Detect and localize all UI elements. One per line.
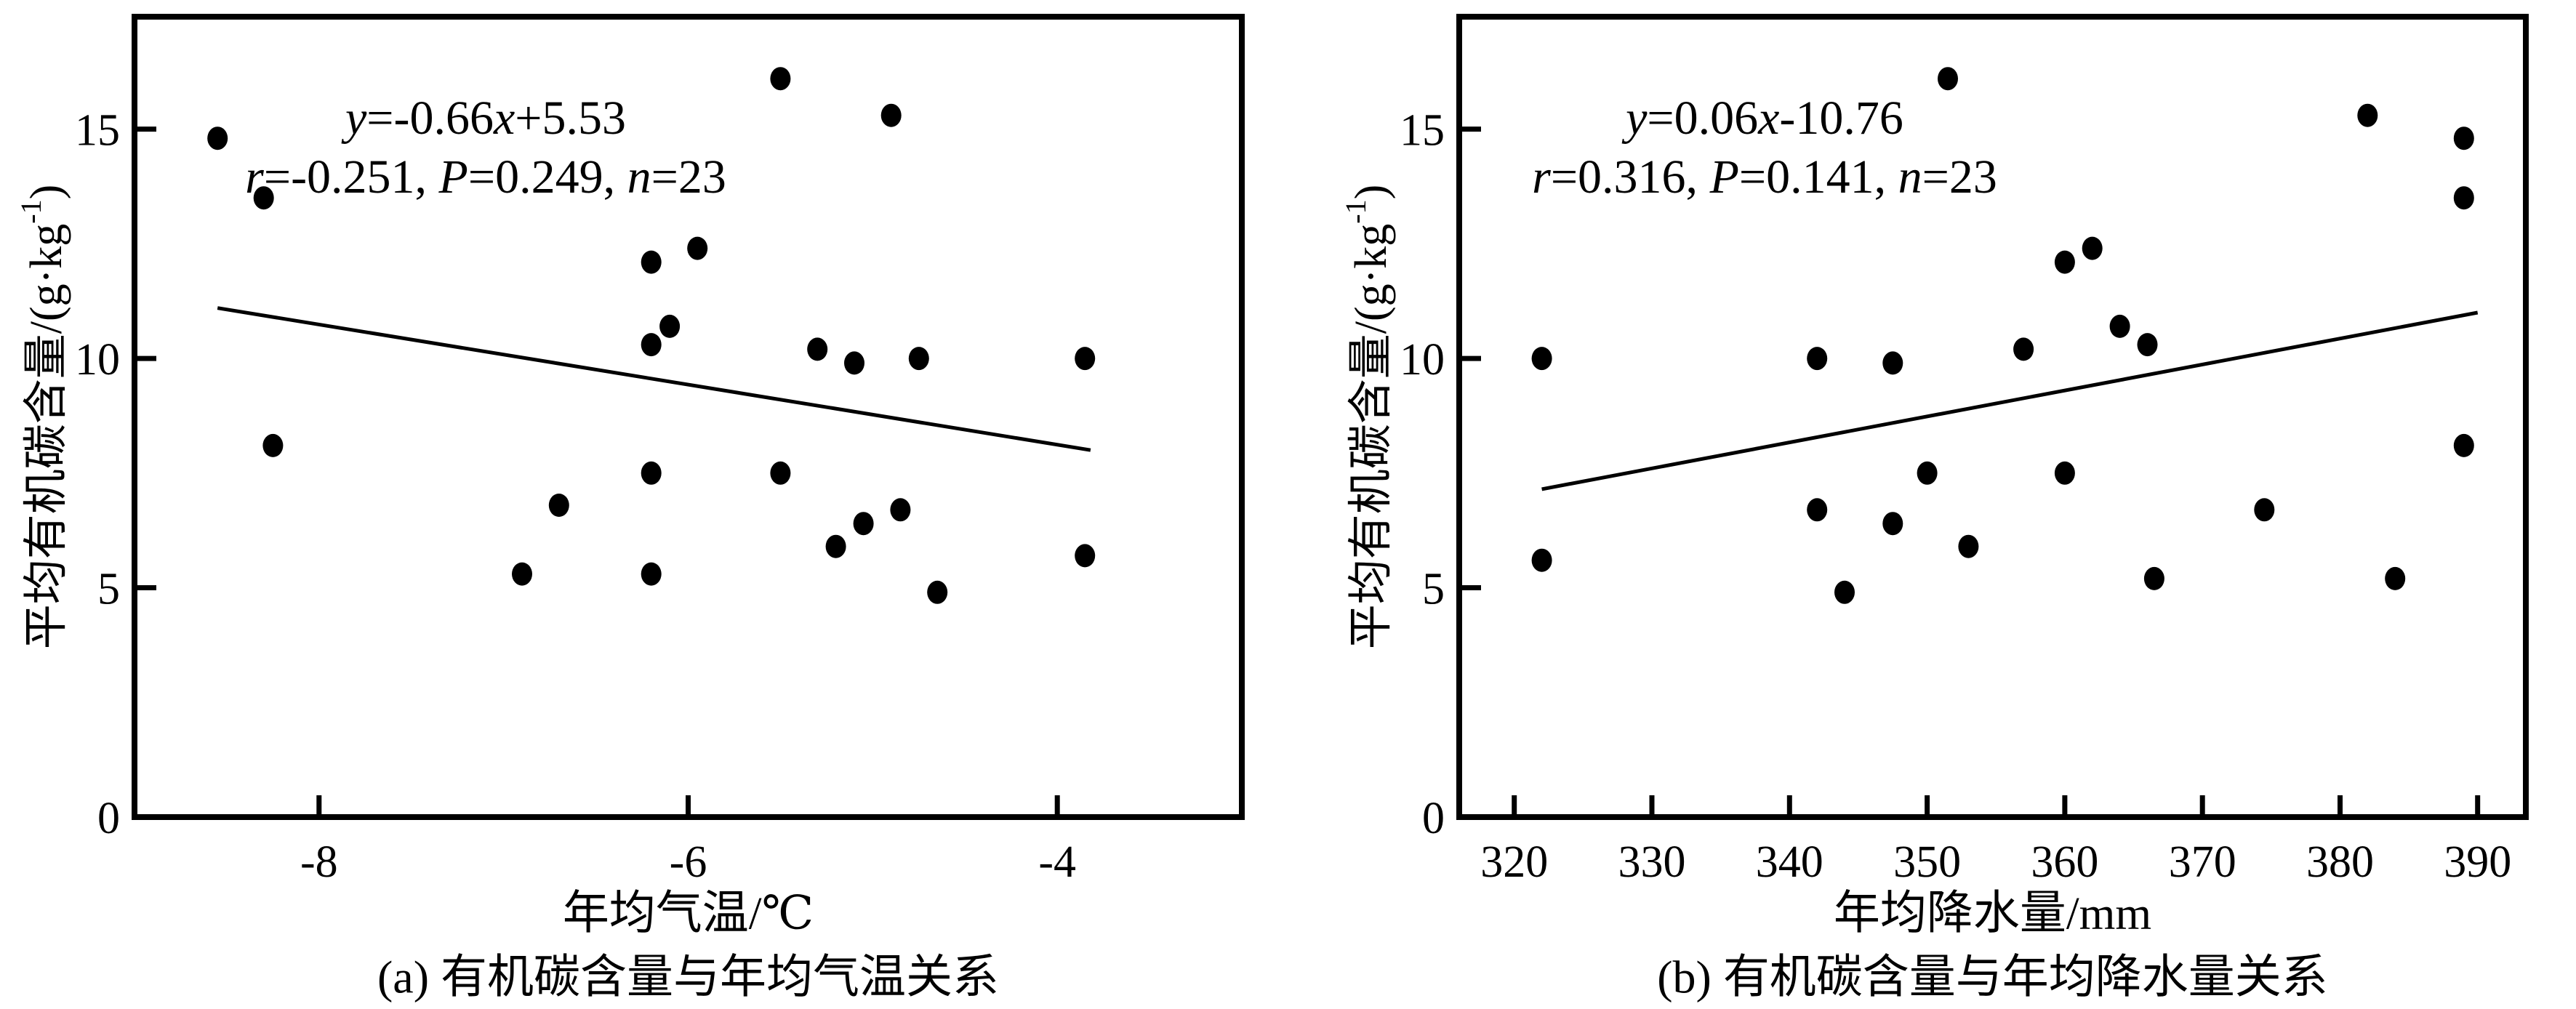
x-tick-label: 360 [2031,837,2098,887]
data-point [770,67,791,91]
x-tick-label: -6 [670,837,707,887]
scatter-panel-b: 320 330 340 350 360 370 380 390 0 5 10 15 y=0.06x-10… [1339,14,2529,1003]
data-point [770,461,791,485]
x-tick-label: 380 [2306,837,2374,887]
x-axis-title: 年均降水量/mm [1834,888,2151,939]
data-point [2385,566,2406,590]
data-point [2453,186,2474,210]
regression-equation: y=0.06x-10.76 [1621,92,1903,145]
data-point [207,126,228,150]
data-point [2054,461,2075,485]
data-point [880,103,902,127]
y-axis-title: 平均有机碳含量/(g·kg-1) [1339,185,1397,650]
x-axis-title: 年均气温/℃ [563,888,814,939]
data-point [641,461,662,485]
data-point [2137,333,2158,357]
trendline [217,306,1091,452]
data-point [253,186,274,210]
y-tick-label: 5 [97,565,120,614]
data-point [890,498,911,522]
data-point [2013,337,2034,361]
data-point [2357,103,2378,127]
data-point [1882,351,1903,375]
plot-frame [132,14,1245,820]
data-point [512,562,532,586]
data-point [1075,544,1096,568]
trendline [1541,310,2479,491]
panel-caption: (a) 有机碳含量与年均气温关系 [377,952,999,1003]
data-point [1531,548,1552,572]
x-tick-label: 350 [1893,837,1961,887]
data-point [2054,250,2075,274]
data-point [2082,236,2103,260]
x-tick-label: -4 [1038,837,1076,887]
panel-caption: (b) 有机碳含量与年均降水量关系 [1657,952,2328,1003]
data-point [1807,347,1828,371]
data-point [687,236,708,260]
data-point [853,512,874,536]
scatter-panel-a: -8 -6 -4 0 5 10 15 y=-0.66x+5.53r=-0.251, P=0.2… [15,14,1245,1003]
y-tick-label: 15 [75,106,120,156]
data-point [1834,580,1855,604]
y-axis-title: 平均有机碳含量/(g·kg-1) [15,185,72,650]
x-tick-label: 330 [1618,837,1686,887]
data-point [2254,498,2275,522]
x-tick-label: 340 [1756,837,1823,887]
data-point [2143,566,2164,590]
data-point [1882,512,1903,536]
data-point [908,347,929,371]
regression-stats: r=-0.251, P=0.249, n=23 [245,150,726,204]
data-point [2453,433,2474,457]
plot-frame [1456,14,2529,820]
y-tick-label: 10 [75,335,120,385]
data-point [1531,347,1552,371]
y-tick-label: 0 [1422,794,1445,843]
y-tick-label: 10 [1400,335,1445,385]
data-point [2109,314,2130,338]
y-tick-label: 15 [1400,106,1445,156]
x-tick-label: 370 [2169,837,2236,887]
data-point [262,433,284,457]
y-tick-label: 0 [97,794,120,843]
regression-stats: r=0.316, P=0.141, n=23 [1532,150,1997,204]
data-point [1075,347,1096,371]
data-point [1807,498,1828,522]
data-point [1917,461,1938,485]
data-point [2453,126,2474,150]
regression-equation: y=-0.66x+5.53 [341,92,626,145]
data-point [641,333,662,357]
data-point [641,250,662,274]
data-point [807,337,828,361]
x-tick-label: 390 [2444,837,2511,887]
data-point [825,534,846,558]
data-point [548,494,569,517]
x-tick-label: -8 [300,837,338,887]
data-point [1958,534,1979,558]
data-point [641,562,662,586]
data-point [1938,67,1958,91]
data-point [659,314,681,338]
data-point [844,351,864,375]
data-point [927,580,948,604]
x-tick-label: 320 [1480,837,1548,887]
y-tick-label: 5 [1422,565,1445,614]
